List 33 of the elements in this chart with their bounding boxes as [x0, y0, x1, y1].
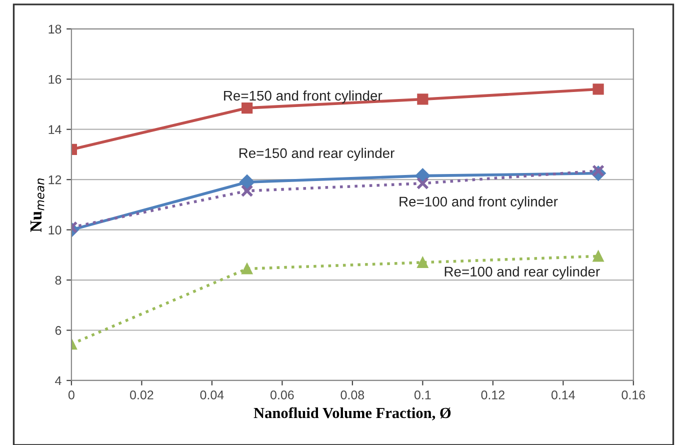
- point: [592, 84, 604, 95]
- series-label: Re=100 and rear cylinder: [444, 266, 600, 280]
- x-axis-title: Nanofluid Volume Fraction, Ø: [254, 407, 451, 420]
- point: [242, 102, 253, 114]
- x-tick-label: 0: [68, 390, 74, 400]
- point: [416, 177, 429, 190]
- point: [239, 174, 255, 190]
- y-tick-label: 12: [48, 175, 62, 184]
- y-tick-label: 6: [55, 326, 62, 335]
- y-axis-title: Nu$_{mean}$: [30, 178, 44, 232]
- series-label: Re=150 and front cylinder: [224, 90, 382, 104]
- series-label: Re=150 and rear cylinder: [239, 148, 394, 161]
- point: [592, 164, 605, 178]
- y-tick-label: 4: [55, 376, 62, 386]
- x-tick-label: 0.1: [414, 390, 431, 400]
- series-label: Re=100 and front cylinder: [400, 196, 558, 210]
- point: [592, 250, 604, 262]
- y-tick-label: 18: [48, 24, 62, 34]
- point: [242, 263, 253, 274]
- y-tick-label: 16: [48, 74, 62, 84]
- y-tick-label: 14: [48, 125, 62, 134]
- point: [240, 184, 254, 198]
- point: [417, 94, 428, 105]
- y-tick-label: 8: [55, 276, 62, 285]
- y-tick-label: 10: [48, 226, 62, 234]
- x-tick-label: 0.16: [622, 390, 646, 400]
- x-tick-label: 0.04: [200, 390, 224, 400]
- x-tick-label: 0.08: [340, 390, 364, 400]
- x-tick-label: 0.14: [551, 390, 575, 400]
- point: [417, 256, 428, 268]
- x-tick-label: 0.02: [130, 390, 154, 400]
- x-tick-label: 0.06: [270, 390, 294, 400]
- x-tick-label: 0.12: [481, 390, 504, 400]
